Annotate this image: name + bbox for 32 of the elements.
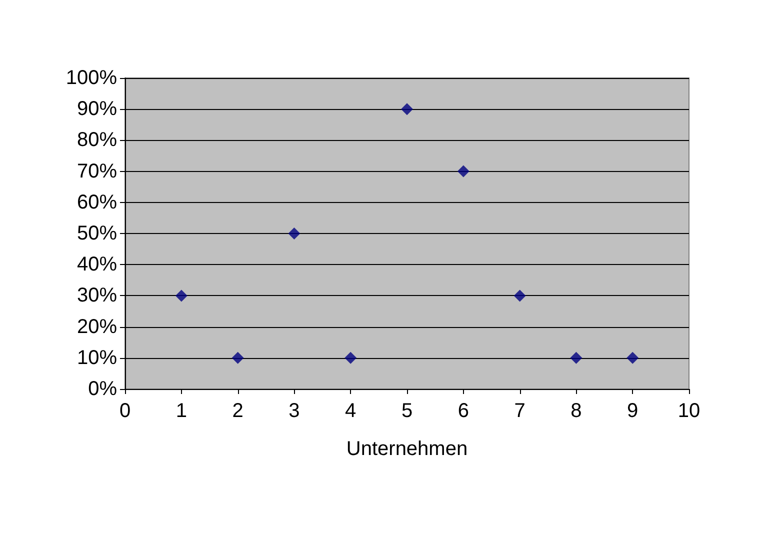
point bbox=[626, 352, 639, 364]
y-tick-label: 10% bbox=[76, 346, 118, 369]
x-tick-label: 7 bbox=[514, 400, 526, 422]
x-tick-label: 4 bbox=[345, 400, 356, 422]
x-tick-label: 3 bbox=[288, 400, 300, 422]
y-tick-label: 90% bbox=[76, 98, 118, 120]
y-tick-label: 20% bbox=[76, 316, 118, 338]
y-tick-label: 50% bbox=[76, 222, 118, 244]
x-tick-label: 2 bbox=[232, 400, 244, 422]
x-tick-label: 6 bbox=[458, 400, 469, 422]
point bbox=[288, 228, 300, 240]
point bbox=[232, 352, 244, 364]
point bbox=[401, 103, 413, 116]
y-tick-label: 80% bbox=[76, 129, 118, 152]
point bbox=[514, 290, 526, 302]
y-tick-label: 30% bbox=[76, 284, 118, 307]
point bbox=[175, 290, 188, 302]
point bbox=[457, 165, 470, 178]
y-tick-label: 100% bbox=[66, 67, 118, 89]
point bbox=[344, 352, 357, 364]
x-tick-label: 0 bbox=[119, 400, 131, 422]
y-tick-label: 70% bbox=[76, 160, 118, 182]
x-tick-label: 8 bbox=[570, 400, 582, 422]
point bbox=[570, 352, 582, 364]
y-tick-label: 40% bbox=[76, 254, 118, 276]
x-tick-label: 5 bbox=[401, 400, 413, 422]
y-tick-label: 0% bbox=[88, 378, 118, 400]
x-tick-label: 1 bbox=[176, 400, 187, 422]
x-axis-title: Unternehmen bbox=[346, 438, 468, 460]
x-tick-label: 10 bbox=[678, 400, 700, 422]
y-tick-label: 60% bbox=[76, 191, 118, 214]
x-tick-label: 9 bbox=[627, 400, 638, 422]
